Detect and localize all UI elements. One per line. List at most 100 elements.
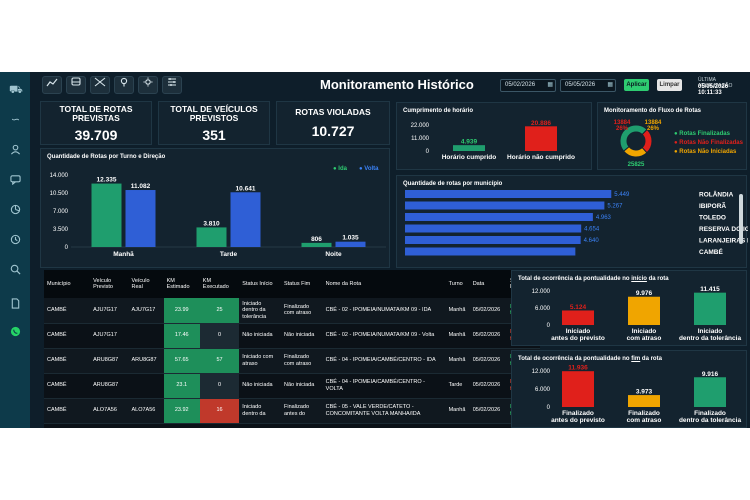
bar-cumprimento[interactable] <box>525 126 557 151</box>
panel-cumprimento-title: Cumprimento de horário <box>403 108 474 114</box>
category-label: Horário cumprido <box>442 154 497 161</box>
table-header-cell[interactable]: Turno <box>445 270 470 298</box>
table-cell: Manhã <box>445 323 470 349</box>
table-cell: Manhã <box>445 298 470 324</box>
bar-volta[interactable] <box>230 192 261 247</box>
legend-nao-finalizadas-label: Rotas Não Finalizadas <box>679 140 743 146</box>
table-row[interactable]: CAMBÉ AJU7G17 AJU7G17 23.99 25 Iniciado dentr… <box>44 298 540 324</box>
bar-ida[interactable] <box>301 242 332 247</box>
bar-pontualidade[interactable] <box>562 371 594 407</box>
bar-pontualidade[interactable] <box>694 377 726 407</box>
panel-turno: Quantidade de Rotas por Turno e Direção … <box>40 148 390 268</box>
category-label: com atraso <box>627 335 662 342</box>
map-pin-icon[interactable] <box>114 76 134 94</box>
bar-municipio[interactable] <box>405 247 576 256</box>
date-to-input[interactable]: 05/05/2026 ▦ <box>560 79 616 92</box>
document-icon[interactable] <box>9 298 22 311</box>
data-label: 4.654 <box>584 227 600 233</box>
bar-pontualidade[interactable] <box>694 292 726 325</box>
legend-ida-label: Ida <box>338 166 347 172</box>
table-row[interactable]: CAMBÉ ALO7A56 ALO7A56 23.92 16 Iniciado dentr… <box>44 398 540 424</box>
sliders-icon[interactable] <box>162 76 182 94</box>
user-icon[interactable] <box>9 144 22 157</box>
table-row[interactable]: CAMBÉ ARU8G87 23.1 0 Não iniciada Não iniciad… <box>44 373 540 399</box>
sun-icon[interactable] <box>138 76 158 94</box>
chat-icon[interactable] <box>9 174 22 187</box>
bar-pontualidade[interactable] <box>562 310 594 325</box>
category-label: CAMBÉ <box>699 247 723 256</box>
whatsapp-icon[interactable] <box>9 326 22 339</box>
table-cell: CBÉ - 04 - IPOMEIA/CAMBÉ/CENTRO - IDA <box>322 348 446 374</box>
clock-icon[interactable] <box>9 234 22 247</box>
table-cell <box>128 373 164 399</box>
table-cell: Não iniciada <box>239 373 281 399</box>
table-header-cell[interactable]: Nome da Rota <box>322 270 446 298</box>
apply-button[interactable]: Aplicar <box>624 79 649 91</box>
main-area: Monitoramento Histórico 05/02/2026 ▦ 05/… <box>30 72 750 428</box>
bar-pontualidade[interactable] <box>628 395 660 407</box>
bar-municipio[interactable] <box>405 190 612 198</box>
bar-municipio[interactable] <box>405 213 593 221</box>
category-label: Finalizado <box>694 410 726 417</box>
table-header-cell[interactable]: KM Estimado <box>163 270 200 298</box>
route-icon[interactable]: ∽ <box>10 114 21 126</box>
municipio-scrollbar[interactable] <box>739 194 743 244</box>
date-from-value: 05/02/2026 <box>505 82 536 88</box>
bus-icon[interactable] <box>66 76 86 94</box>
legend-nao-iniciadas-label: Rotas Não Iniciadas <box>679 149 737 155</box>
date-from-input[interactable]: 05/02/2026 ▦ <box>500 79 556 92</box>
table-row[interactable]: CAMBÉ ARU8G87 ARU8G87 57.65 57 Iniciado com a… <box>44 348 540 374</box>
table-header-cell[interactable]: KM Executado <box>199 270 240 298</box>
bar-municipio[interactable] <box>405 201 605 210</box>
table-header-cell[interactable]: Status Início <box>239 270 281 298</box>
category-label: Finalizado <box>628 410 660 417</box>
bar-volta[interactable] <box>335 241 366 247</box>
last-update-label: ÚLTIMA ATUALIZAÇÃO <box>698 77 733 89</box>
table-cell: Iniciado dentro da tolerância <box>239 298 281 324</box>
bar-ida[interactable] <box>196 227 227 247</box>
table-header-cell[interactable]: Veículo Previsto <box>90 270 129 298</box>
data-label: 20.886 <box>531 120 551 127</box>
pie-icon[interactable] <box>9 204 22 217</box>
bar-cumprimento[interactable] <box>453 145 485 151</box>
table-cell: Não iniciada <box>280 373 323 399</box>
pie-slice[interactable] <box>622 146 648 158</box>
clear-button[interactable]: Limpar <box>657 79 682 91</box>
category-label: Iniciado <box>698 328 723 335</box>
data-label: 9.976 <box>636 290 653 297</box>
table-header-cell[interactable]: Município <box>44 270 91 298</box>
table-cell: Finalizado antes do <box>280 398 323 424</box>
bar-volta[interactable] <box>125 190 156 247</box>
table-cell: ALO7A56 <box>128 398 164 424</box>
table-header-cell[interactable]: Status Fim <box>280 270 323 298</box>
chart-icon[interactable] <box>42 76 62 94</box>
calendar-icon[interactable]: ▦ <box>607 82 613 88</box>
table-cell: ALO7A56 <box>90 398 129 424</box>
table-cell: 25 <box>199 298 240 324</box>
fim-title-a: Total de ocorrência da pontualidade no <box>518 356 632 362</box>
table-cell: 0 <box>199 323 240 349</box>
table-cell: CAMBÉ <box>44 348 91 374</box>
panel-turno-title: Quantidade de Rotas por Turno e Direção <box>47 154 166 160</box>
route-icon[interactable] <box>90 76 110 94</box>
table-header-cell[interactable]: Veículo Real <box>128 270 164 298</box>
bar-municipio[interactable] <box>405 236 581 244</box>
data-label: 5.449 <box>614 192 630 198</box>
panel-fim-title: Total de ocorrência da pontualidade no f… <box>518 356 662 362</box>
bar-pontualidade[interactable] <box>628 296 660 325</box>
truck-icon[interactable]: ⛟ <box>9 84 23 96</box>
y-tick-label: 11.000 <box>411 136 430 142</box>
table-cell: 23.99 <box>163 298 200 324</box>
calendar-icon[interactable]: ▦ <box>547 82 553 88</box>
data-label: 5.267 <box>607 204 623 210</box>
category-label: antes do previsto <box>551 335 605 342</box>
search-icon[interactable] <box>9 264 22 277</box>
kpi-rotas-violadas: ROTAS VIOLADAS 10.727 <box>276 101 390 145</box>
routes-table: Município Veículo Previsto Veículo Real KM … <box>44 270 540 428</box>
bar-ida[interactable] <box>91 183 122 247</box>
bar-municipio[interactable] <box>405 224 582 233</box>
table-header-cell[interactable]: Data <box>469 270 507 298</box>
data-label: 3.973 <box>636 389 653 396</box>
table-row[interactable]: CAMBÉ AJU7G17 17.46 0 Não iniciada Não inicia… <box>44 323 540 349</box>
